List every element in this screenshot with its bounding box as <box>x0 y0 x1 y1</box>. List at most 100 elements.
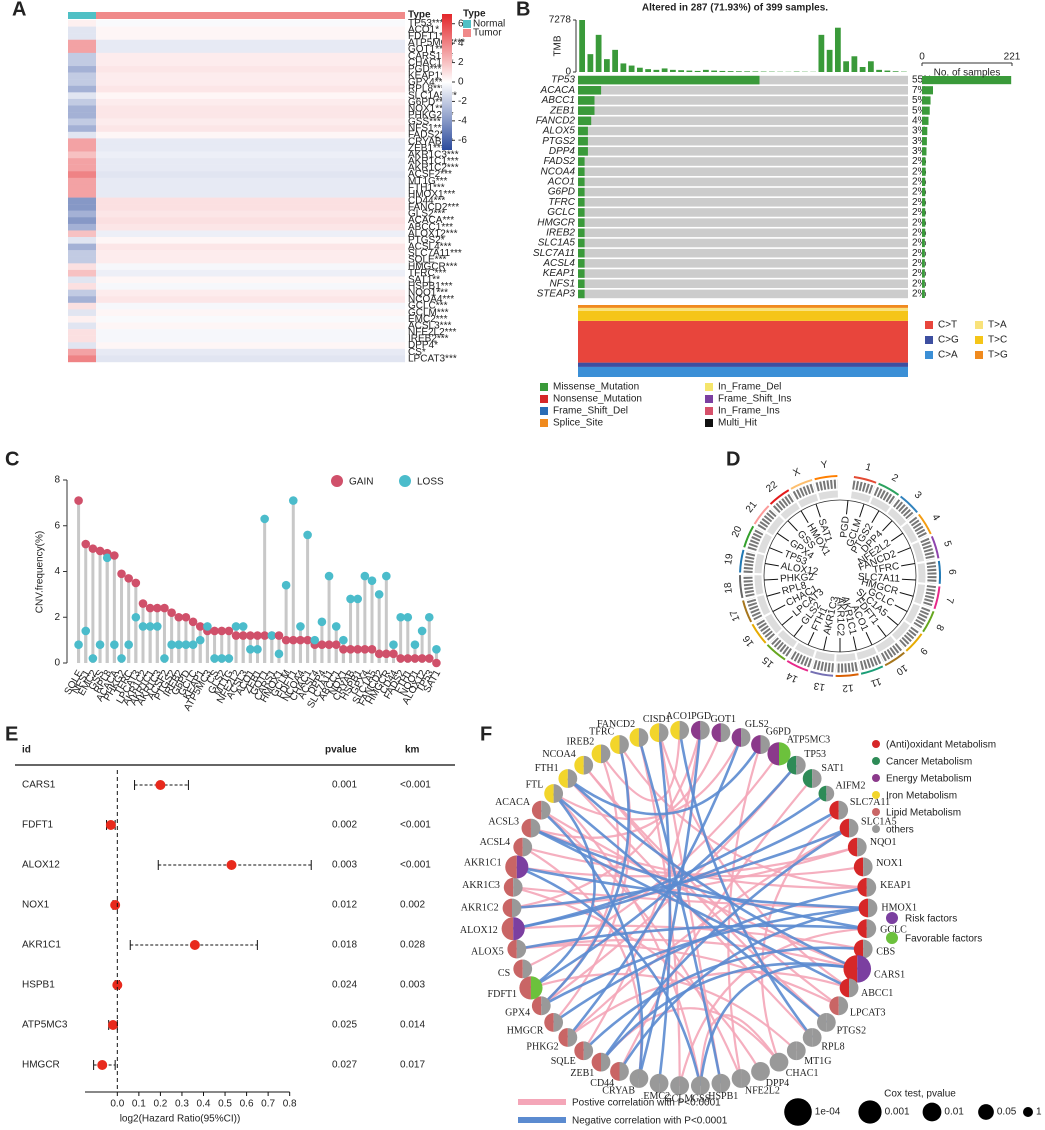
node-label: GPX4 <box>505 1007 530 1018</box>
node <box>690 720 710 740</box>
chromosome-arc <box>884 651 905 667</box>
row-bg <box>578 218 908 227</box>
dot <box>231 622 241 631</box>
y-tick-label: 4 <box>54 566 60 577</box>
node-half <box>853 857 864 877</box>
node <box>519 976 543 1000</box>
node <box>802 1028 822 1047</box>
cnv-track <box>794 642 815 658</box>
dot <box>260 631 269 640</box>
heat-cell <box>96 59 405 67</box>
row-pvalue: 0.025 <box>332 1020 357 1031</box>
node-half <box>731 1069 742 1088</box>
count-tick-label: 221 <box>1004 52 1021 63</box>
node <box>829 996 849 1016</box>
node-label: GLS2 <box>745 719 769 730</box>
edge <box>618 743 867 889</box>
node <box>853 939 873 959</box>
tmb-bar <box>834 27 841 72</box>
colorbar-label: 2 <box>458 57 464 68</box>
node-label: HSPB1 <box>708 1091 738 1102</box>
tmb-bar <box>752 71 759 72</box>
heat-cell <box>96 283 405 290</box>
heat-cell <box>68 144 96 152</box>
node-half <box>659 723 669 743</box>
node-half <box>619 735 629 754</box>
ideogram <box>908 516 928 540</box>
node-half <box>519 976 531 1000</box>
cnv-track <box>914 584 926 605</box>
heat-cell <box>96 223 405 231</box>
size-label: 0.001 <box>885 1107 910 1118</box>
node-label: SLC7A11 <box>850 797 890 808</box>
y-axis-label: CNV.frequency(%) <box>35 531 46 613</box>
legend-swatch <box>540 383 548 391</box>
count-bar <box>922 157 926 166</box>
gene-label: AKR1C1*** <box>408 156 459 167</box>
gene-label: HMGCR <box>537 217 575 228</box>
row-bg <box>578 289 908 299</box>
gene-link <box>877 625 887 637</box>
node-label: NFE2L2 <box>745 1086 780 1097</box>
gene-label: CHAC1*** <box>408 57 454 68</box>
chromosome-label: 21 <box>744 499 760 515</box>
chromosome-arc <box>790 478 813 490</box>
heat-cell <box>96 118 405 126</box>
dot <box>339 644 348 654</box>
node-half <box>513 837 523 857</box>
heat-cell <box>96 33 405 40</box>
node-label: ZEB1 <box>570 1068 594 1079</box>
heat-cell <box>96 138 405 146</box>
dot <box>281 635 291 645</box>
chromosome-label: 12 <box>842 682 854 694</box>
edge <box>530 792 596 989</box>
node-label: MT1G <box>804 1056 831 1067</box>
pct-label: 3% <box>912 126 927 137</box>
node-half <box>530 976 543 1000</box>
mutation-block <box>578 126 588 136</box>
node-label: TP53 <box>804 749 826 760</box>
dot <box>339 635 348 645</box>
heat-cell <box>96 46 405 54</box>
node <box>574 1041 594 1061</box>
ideogram <box>920 537 935 561</box>
gene-link <box>894 604 908 612</box>
edge <box>540 809 644 1079</box>
node-half <box>751 1062 761 1081</box>
gene-label: FTH1*** <box>408 182 445 193</box>
edge <box>600 730 681 802</box>
dot <box>160 654 169 663</box>
dot <box>110 551 119 560</box>
size-label: 1 <box>1036 1107 1042 1118</box>
count-bar <box>922 228 926 237</box>
gene-label: ACO1 <box>547 177 575 188</box>
heat-cell <box>68 223 96 231</box>
edge <box>553 736 743 821</box>
count-bar <box>922 198 926 207</box>
legend-label: Tumor <box>473 28 502 39</box>
legend-label: T>C <box>988 335 1007 346</box>
heat-cell <box>96 302 405 310</box>
node-half <box>826 1013 836 1032</box>
titv-segment <box>578 320 908 363</box>
legend-title: Type <box>463 9 486 20</box>
node-label: ACSL3 <box>488 816 519 827</box>
legend-label: Nonsense_Mutation <box>553 394 642 405</box>
node-half <box>802 769 813 788</box>
x-tick-label: 0.4 <box>197 1099 211 1110</box>
dot <box>267 631 277 640</box>
tmb-bar <box>727 71 734 72</box>
row-km: <0.001 <box>400 820 431 831</box>
node-half <box>567 1028 578 1047</box>
x-tick-label: 0.0 <box>110 1099 124 1110</box>
gene-link <box>871 510 880 524</box>
tmb-bar <box>669 69 676 72</box>
node-label: ACSL4 <box>480 837 511 848</box>
dot <box>367 576 377 585</box>
tmb-bar <box>826 49 833 72</box>
ideogram <box>897 626 919 649</box>
gene-link <box>793 625 803 637</box>
heat-cell <box>96 72 405 80</box>
heat-cell <box>68 105 96 113</box>
node <box>711 723 731 743</box>
